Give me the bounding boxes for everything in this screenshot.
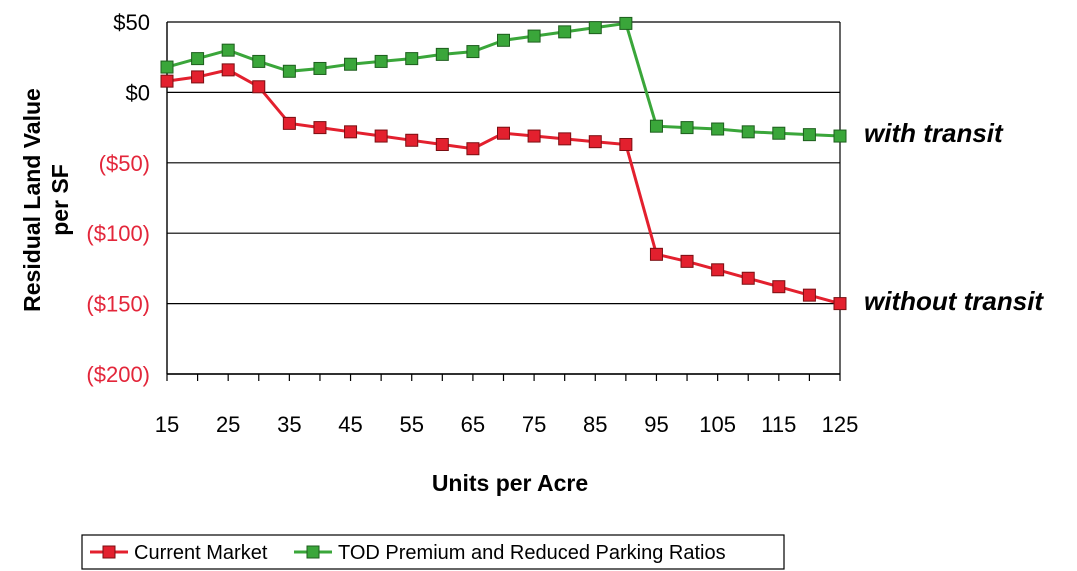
series-line-current-market xyxy=(166,68,841,306)
data-point-current-market-55 xyxy=(405,133,419,147)
x-tick-label-9: 105 xyxy=(699,412,736,437)
y-tick-label-1: $0 xyxy=(126,80,150,105)
data-point-tod-premium-and-reduced-parking-ratios-15 xyxy=(160,60,174,74)
x-tick-label-1: 25 xyxy=(216,412,240,437)
x-tick-label-6: 75 xyxy=(522,412,546,437)
data-point-tod-premium-and-reduced-parking-ratios-85 xyxy=(588,21,602,35)
data-point-tod-premium-and-reduced-parking-ratios-60 xyxy=(435,47,449,61)
data-point-tod-premium-and-reduced-parking-ratios-65 xyxy=(466,45,480,59)
data-point-current-market-40 xyxy=(313,121,327,135)
data-point-current-market-25 xyxy=(221,63,235,77)
data-point-tod-premium-and-reduced-parking-ratios-45 xyxy=(344,57,358,71)
y-tick-label-0: $50 xyxy=(113,10,150,35)
data-point-current-market-80 xyxy=(558,132,572,146)
data-point-current-market-120 xyxy=(802,288,816,302)
data-point-tod-premium-and-reduced-parking-ratios-35 xyxy=(282,64,296,78)
data-point-current-market-100 xyxy=(680,254,694,268)
x-tick-label-0: 15 xyxy=(155,412,179,437)
legend: Current Market TOD Premium and Reduced P… xyxy=(81,534,785,570)
data-point-tod-premium-and-reduced-parking-ratios-105 xyxy=(711,122,725,136)
y-tick-label-3: ($100) xyxy=(86,221,150,246)
plot-area xyxy=(166,21,841,381)
data-point-current-market-30 xyxy=(252,80,266,94)
data-point-current-market-105 xyxy=(711,263,725,277)
data-point-current-market-115 xyxy=(772,280,786,294)
data-point-current-market-90 xyxy=(619,137,633,151)
x-tick-label-3: 45 xyxy=(338,412,362,437)
legend-marker-current-market xyxy=(102,545,116,559)
data-point-tod-premium-and-reduced-parking-ratios-125 xyxy=(833,129,847,143)
y-axis-title-line-1: Residual Land Value xyxy=(19,88,45,312)
data-point-current-market-50 xyxy=(374,129,388,143)
data-point-current-market-60 xyxy=(435,137,449,151)
data-point-tod-premium-and-reduced-parking-ratios-50 xyxy=(374,54,388,68)
data-point-tod-premium-and-reduced-parking-ratios-70 xyxy=(497,33,510,47)
legend-marker-tod xyxy=(306,545,320,559)
series-tod-premium-and-reduced-parking-ratios xyxy=(160,16,847,143)
data-point-tod-premium-and-reduced-parking-ratios-90 xyxy=(619,16,633,30)
data-point-tod-premium-and-reduced-parking-ratios-30 xyxy=(252,54,266,68)
data-point-current-market-70 xyxy=(497,126,510,140)
y-axis-title-line-2: per SF xyxy=(47,164,73,236)
data-point-tod-premium-and-reduced-parking-ratios-40 xyxy=(313,61,327,75)
x-axis-ticks: 15 25 35 45 55 65 75 85 95 105 115 125 xyxy=(155,412,859,437)
data-point-current-market-125 xyxy=(833,297,847,311)
y-axis-ticks: $50 $0 ($50) ($100) ($150) ($200) xyxy=(86,10,150,387)
data-point-tod-premium-and-reduced-parking-ratios-55 xyxy=(405,52,419,66)
series-layer xyxy=(160,16,847,311)
data-point-current-market-75 xyxy=(527,129,541,143)
data-point-current-market-15 xyxy=(160,74,174,88)
data-point-current-market-85 xyxy=(588,135,602,149)
annotation-without-transit: without transit xyxy=(864,286,1044,316)
y-tick-label-2: ($50) xyxy=(99,151,150,176)
x-tick-label-4: 55 xyxy=(399,412,423,437)
data-point-current-market-20 xyxy=(191,70,205,84)
data-point-tod-premium-and-reduced-parking-ratios-120 xyxy=(802,128,816,142)
data-point-current-market-110 xyxy=(741,271,755,285)
data-point-tod-premium-and-reduced-parking-ratios-25 xyxy=(221,43,235,57)
x-tick-label-7: 85 xyxy=(583,412,607,437)
data-point-tod-premium-and-reduced-parking-ratios-95 xyxy=(649,119,663,133)
y-tick-label-5: ($200) xyxy=(86,362,150,387)
data-point-tod-premium-and-reduced-parking-ratios-80 xyxy=(558,25,572,39)
x-tick-label-11: 125 xyxy=(822,412,859,437)
x-tick-label-5: 65 xyxy=(461,412,485,437)
legend-label-current-market: Current Market xyxy=(134,542,268,564)
data-point-tod-premium-and-reduced-parking-ratios-20 xyxy=(191,52,205,66)
y-tick-label-4: ($150) xyxy=(86,292,150,317)
data-point-current-market-45 xyxy=(344,125,358,139)
x-tick-label-10: 115 xyxy=(761,412,796,437)
x-tick-label-2: 35 xyxy=(277,412,301,437)
data-point-tod-premium-and-reduced-parking-ratios-100 xyxy=(680,121,694,135)
legend-box xyxy=(81,534,785,570)
data-point-tod-premium-and-reduced-parking-ratios-75 xyxy=(527,29,541,43)
data-point-tod-premium-and-reduced-parking-ratios-115 xyxy=(772,126,786,140)
data-point-current-market-35 xyxy=(282,116,296,130)
data-point-current-market-65 xyxy=(466,142,480,156)
annotation-with-transit: with transit xyxy=(864,118,1004,148)
data-point-current-market-95 xyxy=(649,247,663,261)
legend-label-tod: TOD Premium and Reduced Parking Ratios xyxy=(338,542,726,564)
data-point-tod-premium-and-reduced-parking-ratios-110 xyxy=(741,125,755,139)
x-axis-title: Units per Acre xyxy=(432,470,588,496)
series-current-market xyxy=(160,63,847,311)
x-tick-label-8: 95 xyxy=(644,412,668,437)
